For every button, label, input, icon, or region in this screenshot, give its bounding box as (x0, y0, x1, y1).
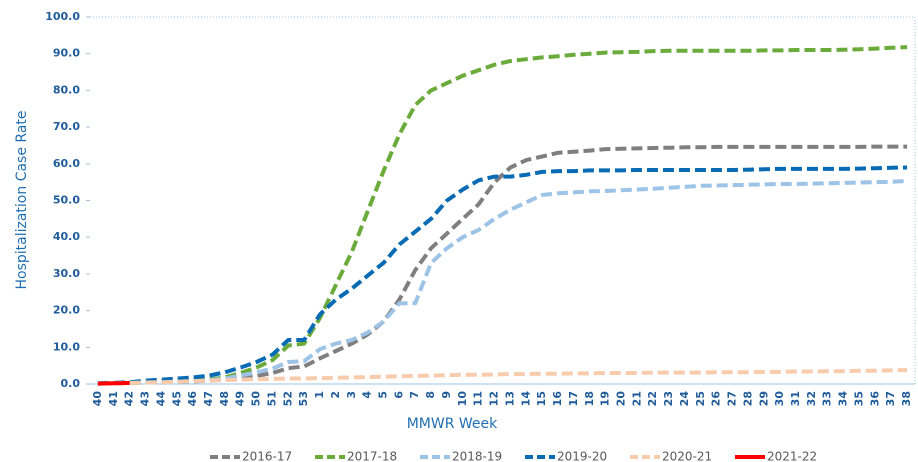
y-tick-label: 90.0 (53, 47, 80, 60)
legend-label: 2019-20 (557, 450, 607, 462)
y-tick-label: 100.0 (45, 10, 80, 23)
x-tick-label: 16 (551, 391, 564, 407)
x-tick-label: 42 (123, 391, 136, 406)
y-tick-label: 50.0 (53, 194, 80, 207)
x-tick-label: 9 (440, 391, 453, 399)
x-tick-label: 15 (535, 391, 548, 406)
x-tick-label: 8 (424, 391, 437, 399)
x-tick-label: 19 (599, 391, 612, 406)
x-tick-label: 41 (107, 391, 120, 406)
x-tick-label: 6 (392, 391, 405, 399)
x-tick-label: 40 (91, 391, 104, 407)
y-tick-label: 60.0 (53, 157, 80, 170)
x-tick-label: 44 (154, 391, 167, 407)
x-tick-label: 33 (821, 391, 834, 406)
x-tick-label: 50 (250, 391, 263, 407)
x-tick-label: 38 (900, 391, 913, 406)
x-tick-label: 52 (281, 391, 294, 406)
legend-label: 2017-18 (347, 450, 397, 462)
x-tick-label: 49 (234, 391, 247, 406)
x-tick-label: 53 (297, 391, 310, 406)
series-line (97, 165, 908, 386)
x-tick-label: 12 (488, 391, 501, 406)
x-tick-label: 47 (202, 391, 215, 406)
x-tick-label: 43 (139, 391, 152, 406)
y-tick-label: 40.0 (53, 230, 80, 243)
x-tick-label: 11 (472, 391, 485, 406)
x-tick-label: 18 (583, 391, 596, 406)
y-tick-label: 30.0 (53, 267, 80, 280)
x-tick-label: 32 (805, 391, 818, 406)
x-tick-label: 36 (868, 391, 881, 407)
y-tick-label: 0.0 (61, 377, 81, 390)
x-tick-label: 51 (265, 391, 278, 406)
y-tick-label: 10.0 (53, 340, 80, 353)
x-tick-label: 20 (614, 391, 627, 407)
x-tick-label: 22 (646, 391, 659, 406)
x-tick-label: 48 (218, 391, 231, 406)
x-tick-label: 45 (170, 391, 183, 406)
x-tick-label: 37 (884, 391, 897, 406)
x-tick-label: 14 (519, 391, 532, 407)
x-tick-label: 10 (456, 391, 469, 407)
x-axis-title: MMWR Week (407, 416, 498, 432)
x-tick-label: 1 (313, 391, 326, 399)
x-tick-label: 25 (694, 391, 707, 406)
legend-label: 2018-19 (452, 450, 502, 462)
y-tick-label: 20.0 (53, 304, 80, 317)
x-tick-label: 13 (503, 391, 516, 406)
legend-label: 2020-21 (662, 450, 712, 462)
plot-border (90, 16, 916, 384)
series-line (97, 380, 130, 386)
y-tick-label: 70.0 (53, 120, 80, 133)
legend-label: 2016-17 (242, 450, 292, 462)
x-tick-label: 26 (710, 391, 723, 407)
x-tick-label: 2 (329, 391, 342, 399)
x-tick-label: 3 (345, 391, 358, 399)
x-tick-label: 35 (852, 391, 865, 406)
legend-label: 2021-22 (767, 450, 817, 462)
x-tick-label: 27 (726, 391, 739, 406)
x-tick-label: 31 (789, 391, 802, 406)
y-tick-label: 80.0 (53, 83, 80, 96)
x-tick-label: 23 (662, 391, 675, 406)
x-tick-label: 46 (186, 391, 199, 407)
x-tick-label: 29 (757, 391, 770, 406)
y-axis-title: Hospitalization Case Rate (14, 110, 30, 289)
series-line (97, 368, 908, 386)
x-tick-label: 24 (678, 391, 691, 407)
x-tick-label: 28 (741, 391, 754, 406)
x-tick-label: 4 (361, 391, 374, 399)
x-tick-label: 21 (630, 391, 643, 406)
x-tick-label: 34 (837, 391, 850, 407)
series-line (97, 179, 908, 386)
x-tick-label: 5 (377, 391, 390, 399)
x-tick-label: 7 (408, 391, 421, 399)
x-tick-label: 30 (773, 391, 786, 407)
x-tick-label: 17 (567, 391, 580, 406)
